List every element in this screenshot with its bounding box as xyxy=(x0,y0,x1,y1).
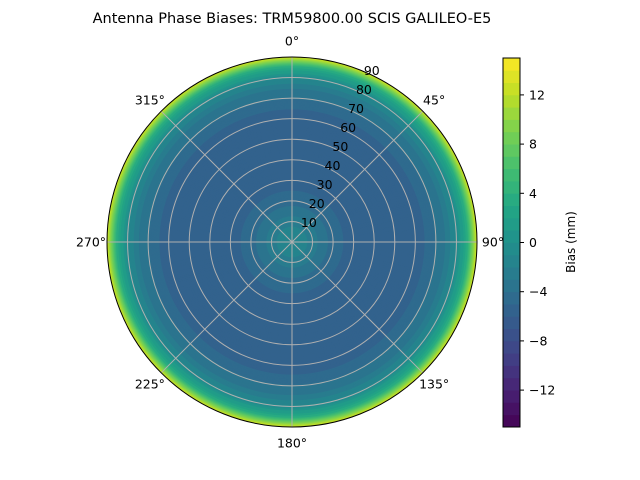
radial-tick-label: 50 xyxy=(332,139,348,154)
colorbar-level xyxy=(503,328,520,342)
colorbar-level xyxy=(503,217,520,231)
colorbar-level xyxy=(503,353,520,366)
radial-tick-label: 20 xyxy=(309,196,325,211)
angular-gridline xyxy=(291,110,424,243)
colorbar-level xyxy=(503,340,520,354)
polar-frame xyxy=(106,56,478,428)
colorbar-level xyxy=(503,82,520,96)
theta-tick-label: 135° xyxy=(419,377,449,392)
colorbar: −12 −8 −4 0 4 8 12 xyxy=(502,57,555,428)
radial-tick-label: 80 xyxy=(356,82,372,97)
colorbar-tick-label: −8 xyxy=(529,333,547,348)
colorbar-level xyxy=(503,267,520,280)
radial-tick-label: 30 xyxy=(317,177,333,192)
colorbar-level xyxy=(503,168,520,182)
colorbar-level xyxy=(503,365,520,379)
colorbar-level xyxy=(503,131,520,145)
colorbar-tick-label: 0 xyxy=(529,235,537,250)
radial-tick-label: 40 xyxy=(325,158,341,173)
theta-tick-label: 0° xyxy=(285,34,299,49)
theta-tick-label: 270° xyxy=(76,235,106,250)
theta-tick-label: 180° xyxy=(277,436,307,451)
colorbar-level xyxy=(503,304,520,317)
colorbar-level xyxy=(503,242,520,256)
colorbar-level xyxy=(503,316,520,329)
colorbar-tick-label: 4 xyxy=(529,186,537,201)
colorbar-level xyxy=(503,193,520,206)
colorbar-tick-label: 8 xyxy=(529,137,537,152)
colorbar-level xyxy=(503,58,520,71)
polar-grid xyxy=(107,57,477,427)
radial-tick-label: 90 xyxy=(364,63,380,78)
theta-tick-label: 90° xyxy=(482,235,504,250)
colorbar-level xyxy=(503,156,520,170)
colorbar-level xyxy=(503,230,520,243)
colorbar-level xyxy=(503,414,520,428)
colorbar-level xyxy=(503,107,520,120)
colorbar-level xyxy=(503,377,520,391)
radial-tick-label: 60 xyxy=(340,120,356,135)
angular-gridline xyxy=(160,110,293,243)
colorbar-label: Bias (mm) xyxy=(564,211,578,273)
colorbar-level xyxy=(503,94,520,108)
colorbar-level xyxy=(503,181,520,194)
colorbar-level xyxy=(503,390,520,403)
colorbar-tick-label: −12 xyxy=(529,383,555,398)
colorbar-level xyxy=(503,254,520,268)
radial-tick-label: 10 xyxy=(301,215,317,230)
chart-title: Antenna Phase Biases: TRM59800.00 SCIS G… xyxy=(93,11,492,27)
colorbar-tick-label: −4 xyxy=(529,284,547,299)
theta-tick-label: 225° xyxy=(135,377,165,392)
colorbar-level xyxy=(503,70,520,83)
theta-tick-label: 315° xyxy=(135,92,165,107)
theta-tick-label: 45° xyxy=(423,92,445,107)
radial-tick-label: 70 xyxy=(348,101,364,116)
colorbar-level xyxy=(503,402,520,416)
colorbar-level xyxy=(503,279,520,293)
angular-gridline xyxy=(291,241,424,374)
colorbar-level xyxy=(503,119,520,133)
colorbar-level xyxy=(503,291,520,305)
colorbar-level xyxy=(503,205,520,219)
colorbar-tick-label: 12 xyxy=(529,87,545,102)
colorbar-level xyxy=(503,144,520,157)
axis-labels: 0° 45° 90° 135° 180° 225° 270° 315° 10 20 30 40 50 60… xyxy=(76,34,504,451)
angular-gridline xyxy=(160,241,293,374)
